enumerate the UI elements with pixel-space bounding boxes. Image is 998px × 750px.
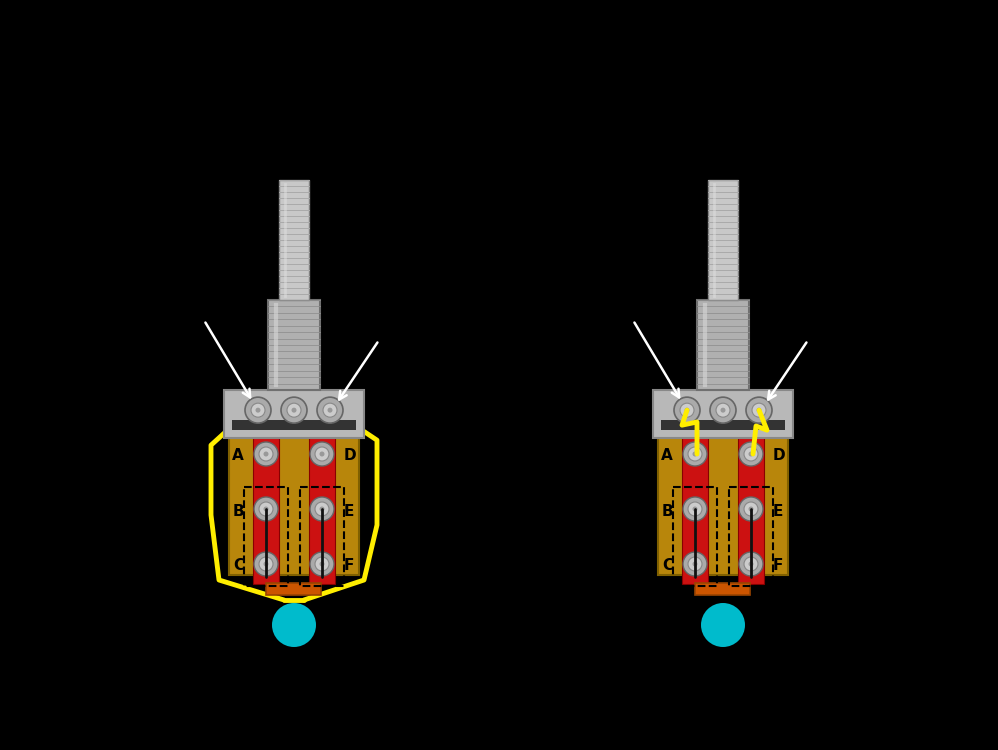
- Bar: [747, 443, 755, 458]
- Text: F: F: [344, 559, 354, 574]
- Bar: [673, 487, 717, 586]
- Text: C: C: [662, 559, 673, 574]
- Circle shape: [254, 497, 278, 521]
- Circle shape: [693, 452, 698, 457]
- Circle shape: [756, 408, 761, 413]
- Bar: [262, 443, 270, 458]
- Bar: [747, 554, 755, 568]
- Bar: [229, 414, 359, 575]
- Circle shape: [287, 404, 301, 417]
- Circle shape: [254, 442, 278, 466]
- Circle shape: [263, 452, 268, 457]
- Circle shape: [259, 502, 273, 516]
- Bar: [262, 554, 270, 568]
- Text: F: F: [773, 559, 783, 574]
- Circle shape: [688, 557, 702, 571]
- Bar: [318, 443, 326, 458]
- Circle shape: [701, 603, 745, 647]
- Circle shape: [721, 408, 726, 413]
- Bar: [279, 180, 309, 300]
- Circle shape: [693, 506, 698, 512]
- FancyBboxPatch shape: [224, 390, 364, 438]
- Circle shape: [245, 398, 271, 423]
- Bar: [661, 420, 785, 430]
- Text: A: A: [662, 448, 673, 464]
- Circle shape: [744, 502, 758, 516]
- Circle shape: [748, 506, 753, 512]
- Circle shape: [259, 557, 273, 571]
- Bar: [738, 432, 764, 584]
- Bar: [253, 432, 279, 584]
- Circle shape: [752, 404, 766, 417]
- Bar: [229, 390, 359, 414]
- Circle shape: [319, 452, 324, 457]
- Circle shape: [739, 552, 763, 576]
- Bar: [729, 487, 773, 586]
- Circle shape: [310, 552, 334, 576]
- Circle shape: [315, 557, 329, 571]
- Text: E: E: [344, 503, 354, 518]
- Circle shape: [310, 442, 334, 466]
- Circle shape: [744, 447, 758, 461]
- Circle shape: [317, 398, 343, 423]
- Bar: [268, 300, 320, 390]
- Circle shape: [748, 562, 753, 566]
- Circle shape: [683, 497, 707, 521]
- FancyBboxPatch shape: [653, 390, 793, 438]
- Circle shape: [680, 404, 694, 417]
- Circle shape: [263, 506, 268, 512]
- Bar: [309, 432, 335, 584]
- Bar: [658, 414, 788, 575]
- Text: B: B: [233, 503, 244, 518]
- Circle shape: [272, 603, 316, 647]
- Circle shape: [254, 552, 278, 576]
- Bar: [244, 487, 288, 586]
- Circle shape: [744, 557, 758, 571]
- Text: D: D: [344, 448, 356, 464]
- Circle shape: [739, 497, 763, 521]
- Text: B: B: [662, 503, 673, 518]
- Bar: [658, 390, 788, 414]
- Circle shape: [746, 398, 772, 423]
- Circle shape: [688, 502, 702, 516]
- Circle shape: [748, 452, 753, 457]
- Bar: [232, 420, 356, 430]
- Circle shape: [710, 398, 736, 423]
- Circle shape: [683, 552, 707, 576]
- Bar: [697, 300, 749, 390]
- Circle shape: [263, 562, 268, 566]
- Bar: [708, 180, 738, 300]
- Circle shape: [683, 442, 707, 466]
- Bar: [691, 554, 699, 568]
- Circle shape: [315, 502, 329, 516]
- Circle shape: [693, 562, 698, 566]
- Circle shape: [716, 404, 730, 417]
- Bar: [682, 432, 708, 584]
- Circle shape: [685, 408, 690, 413]
- Text: D: D: [773, 448, 785, 464]
- Bar: [318, 554, 326, 568]
- Circle shape: [281, 398, 307, 423]
- Circle shape: [291, 408, 296, 413]
- Text: A: A: [233, 448, 244, 464]
- Circle shape: [327, 408, 332, 413]
- Text: E: E: [773, 503, 783, 518]
- Text: C: C: [233, 559, 244, 574]
- Circle shape: [319, 506, 324, 512]
- Circle shape: [259, 447, 273, 461]
- Circle shape: [310, 497, 334, 521]
- Circle shape: [739, 442, 763, 466]
- Circle shape: [251, 404, 265, 417]
- Circle shape: [688, 447, 702, 461]
- Bar: [696, 583, 750, 595]
- Circle shape: [255, 408, 260, 413]
- Circle shape: [319, 562, 324, 566]
- Circle shape: [323, 404, 337, 417]
- Bar: [691, 443, 699, 458]
- Circle shape: [674, 398, 700, 423]
- Bar: [266, 583, 321, 595]
- Circle shape: [315, 447, 329, 461]
- Bar: [300, 487, 344, 586]
